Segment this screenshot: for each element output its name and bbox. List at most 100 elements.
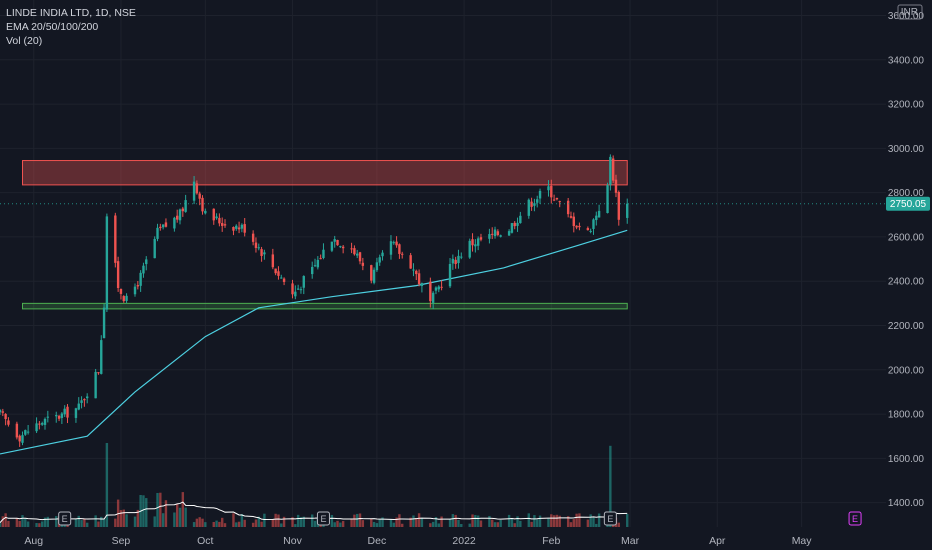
candle-body <box>145 259 148 265</box>
volume-bar <box>277 514 280 527</box>
candle-body <box>251 233 255 242</box>
volume-bar <box>114 518 117 527</box>
volume-bar <box>358 513 362 527</box>
candle-body <box>538 190 542 199</box>
volume-bar <box>184 507 187 527</box>
candle-body <box>558 201 561 203</box>
candle-body <box>313 265 317 267</box>
volume-bar <box>398 514 401 527</box>
candle-body <box>555 197 559 200</box>
y-tick-label: 3000.00 <box>888 144 925 155</box>
candle-body <box>409 255 412 269</box>
candle-body <box>471 239 474 246</box>
ema-indicator-label[interactable]: EMA 20/50/100/200 <box>6 21 99 33</box>
candle-body <box>302 276 305 288</box>
candle-body <box>122 296 125 302</box>
volume-bar <box>136 509 140 527</box>
volume-bar <box>74 519 78 527</box>
y-tick-label: 3600.00 <box>888 11 925 22</box>
candle-body <box>159 226 162 229</box>
volume-bar <box>533 515 536 527</box>
volume-bar <box>451 514 455 527</box>
volume-bar <box>7 520 10 527</box>
event-box <box>603 511 617 526</box>
volume-bar <box>575 513 578 527</box>
candle-body <box>105 216 109 310</box>
x-tick-label: Mar <box>621 535 640 547</box>
volume-bar <box>499 519 502 527</box>
resistance-zone <box>22 160 628 186</box>
volume-bar <box>538 515 542 527</box>
volume-bar <box>119 510 123 527</box>
candle-body <box>178 209 182 221</box>
y-tick-label: 1600.00 <box>888 454 925 465</box>
volume-bar <box>519 520 522 527</box>
y-tick-label: 3400.00 <box>888 55 925 66</box>
y-tick-label: 2200.00 <box>888 321 925 332</box>
candle-body <box>626 203 629 218</box>
candle-body <box>429 281 432 302</box>
candle-body <box>533 203 536 206</box>
volume-bar <box>454 514 457 527</box>
zones[interactable] <box>22 160 628 310</box>
candle-body <box>496 231 500 236</box>
volume-bar <box>235 522 238 527</box>
volume-bar <box>333 522 336 527</box>
candle-body <box>153 238 156 259</box>
candle-body <box>94 371 97 399</box>
symbol-title[interactable]: LINDE INDIA LTD, 1D, NSE <box>6 7 136 19</box>
price-axis[interactable]: 3600.00 3400.00 3200.00 3000.00 2800.00 2600.… <box>886 4 930 509</box>
volume-bar <box>280 523 283 527</box>
candle-body <box>274 268 277 274</box>
candle-body <box>311 266 314 275</box>
volume-bar <box>496 522 500 527</box>
volume-bar <box>142 495 145 527</box>
x-tick-label: 2022 <box>452 535 476 547</box>
support-zone <box>22 302 628 310</box>
volume-bar <box>251 522 255 527</box>
volume-bar <box>330 514 334 527</box>
volume-bar <box>257 516 260 527</box>
x-tick-label: Aug <box>24 535 43 547</box>
volume-bar <box>38 523 41 527</box>
candle-body <box>572 216 575 227</box>
candle-body <box>547 186 550 191</box>
candle-body <box>451 258 455 264</box>
candle-body <box>597 210 601 218</box>
candle-body <box>375 262 379 271</box>
last-price-tag <box>886 196 930 211</box>
time-axis[interactable]: Aug Sep Oct Nov Dec 2022 Feb Mar Apr May <box>24 535 812 547</box>
volume-bar <box>43 517 47 527</box>
volume-bar <box>350 519 353 527</box>
candle-body <box>24 430 27 435</box>
candle-body <box>530 201 533 207</box>
candle-body <box>212 208 215 221</box>
volume-bar <box>164 500 168 527</box>
candle-body <box>176 215 179 220</box>
volume-bar <box>513 523 516 527</box>
volume-indicator-label[interactable]: Vol (20) <box>6 35 43 47</box>
candle-body <box>491 233 494 235</box>
candle-body <box>417 273 421 285</box>
volume-bar <box>218 521 221 527</box>
volume-bar <box>274 513 277 527</box>
candle-body <box>240 224 244 229</box>
candle-body <box>0 409 2 413</box>
candle-body <box>142 265 145 274</box>
candle-body <box>322 249 325 258</box>
volume-bar <box>178 507 182 527</box>
earnings-event-icon: E <box>848 511 862 526</box>
candle-body <box>614 179 618 193</box>
candle-body <box>370 265 373 281</box>
candle-body <box>161 224 165 228</box>
x-tick-label: Nov <box>283 535 302 547</box>
volume-bar <box>474 514 477 527</box>
candle-body <box>57 415 61 419</box>
volume-bar <box>555 514 559 527</box>
candle-body <box>114 215 117 263</box>
candle-body <box>223 224 227 226</box>
event-box <box>58 511 72 526</box>
